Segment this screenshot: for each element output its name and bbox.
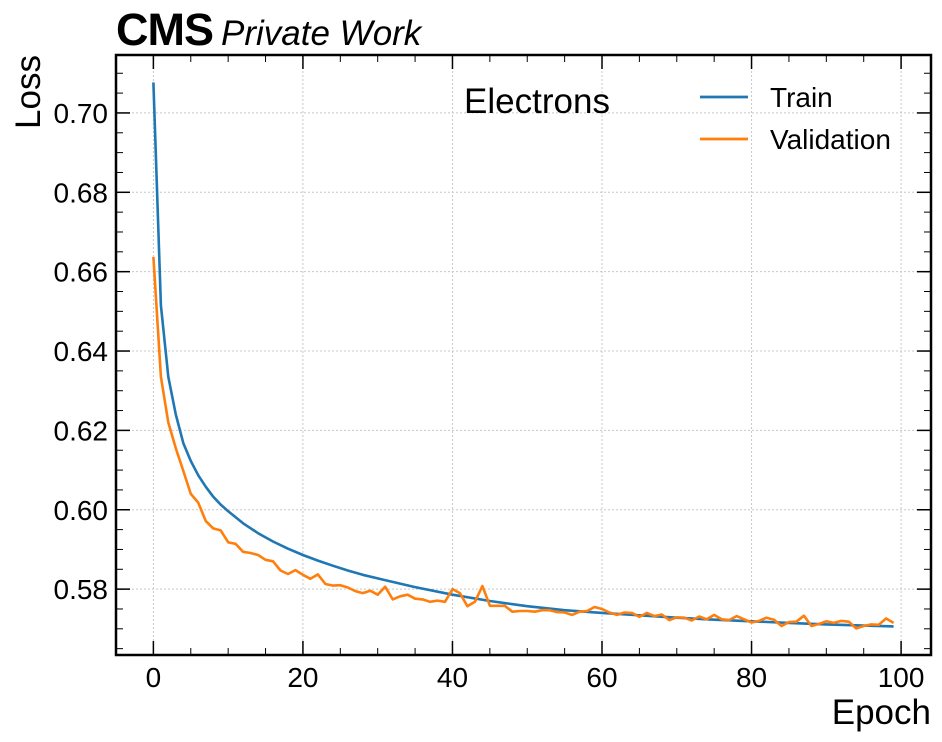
x-tick-label: 40 xyxy=(437,662,468,693)
series-line-train xyxy=(152,82,894,628)
y-tick-label: 0.64 xyxy=(54,336,109,367)
series-line-validation xyxy=(152,256,895,630)
x-tick-label: 60 xyxy=(586,662,617,693)
y-tick-label: 0.70 xyxy=(54,98,109,129)
experiment-label: CMS xyxy=(116,4,214,55)
x-tick-label: 80 xyxy=(736,662,767,693)
x-tick-label: 0 xyxy=(146,662,162,693)
series-layer xyxy=(152,82,895,630)
x-axis-label: Epoch xyxy=(832,693,931,732)
legend: Train Validation xyxy=(700,82,891,155)
legend-label-validation: Validation xyxy=(770,124,891,155)
y-tick-label: 0.68 xyxy=(54,177,109,208)
status-label: Private Work xyxy=(221,14,422,53)
y-tick-label: 0.66 xyxy=(54,257,109,288)
tick-labels: 0 20 40 60 80 100 0.58 0.60 0.62 0.64 0.66 0.68 0.70 xyxy=(54,98,925,693)
y-tick-label: 0.60 xyxy=(54,495,109,526)
plot-frame xyxy=(114,53,933,657)
y-axis-label: Loss xyxy=(9,55,48,129)
y-tick-label: 0.62 xyxy=(54,415,109,446)
x-tick-label: 20 xyxy=(287,662,318,693)
y-tick-label: 0.58 xyxy=(54,574,109,605)
grid xyxy=(116,55,931,655)
electrons-annotation: Electrons xyxy=(464,82,610,121)
x-tick-label: 100 xyxy=(878,662,925,693)
major-ticks xyxy=(116,55,931,655)
chart-header: CMS Private Work xyxy=(116,4,421,56)
legend-label-train: Train xyxy=(770,82,833,113)
